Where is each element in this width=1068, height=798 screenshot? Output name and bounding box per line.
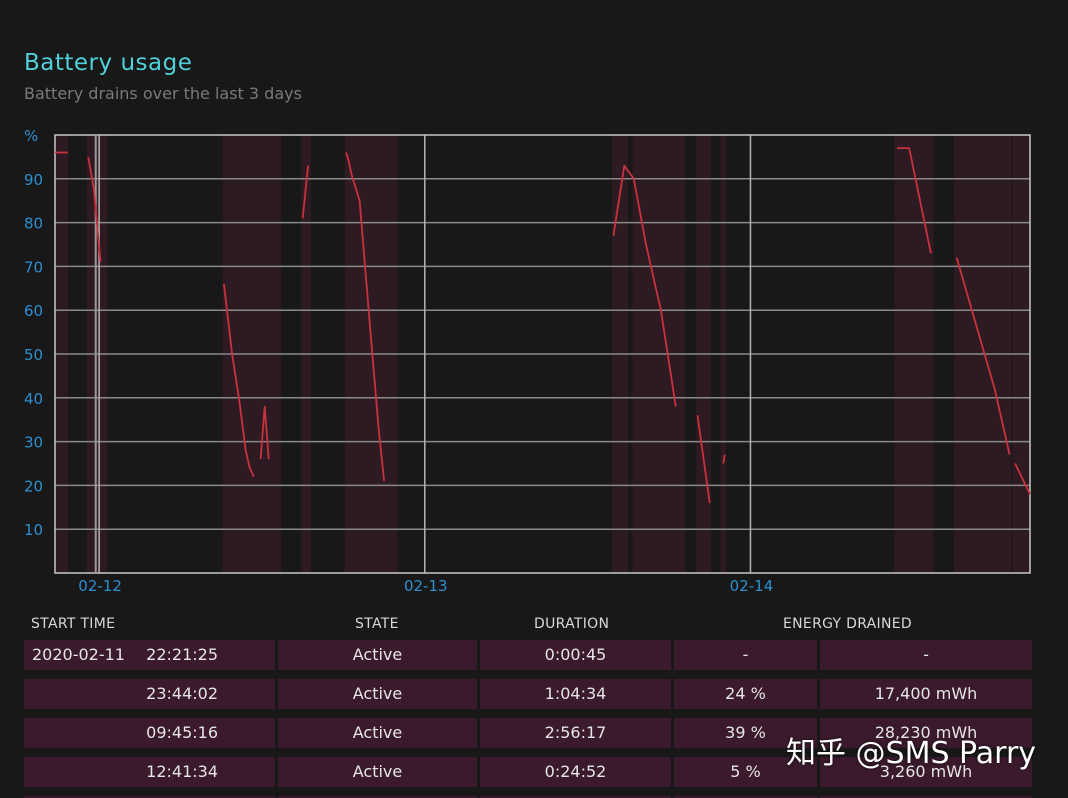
y-tick-label: 70	[24, 258, 43, 276]
start-time-cell: 12:41:34	[24, 757, 275, 787]
start-time: 22:21:25	[146, 645, 218, 664]
y-tick-label: 30	[24, 434, 43, 452]
energy-percent-cell: 24 %	[674, 679, 817, 709]
battery-drain-chart: 10 20 30 40 50 60 70 80 90% 02-12 02-13 02-14	[24, 127, 1031, 595]
page-subtitle: Battery drains over the last 3 days	[24, 84, 302, 103]
energy-mwh-cell: -	[820, 640, 1032, 670]
x-tick-label: 02-13	[404, 577, 448, 595]
start-time: 09:45:16	[146, 723, 218, 742]
partial-cell	[674, 796, 817, 798]
y-tick-label: 10	[24, 521, 43, 539]
battery-drain-line	[345, 152, 385, 482]
battery-drain-line	[955, 257, 1011, 455]
header-energy-drained: ENERGY DRAINED	[783, 616, 912, 632]
state-cell: Active	[278, 679, 477, 709]
header-start-time: START TIME	[31, 616, 116, 632]
start-time: 12:41:34	[146, 762, 218, 781]
y-axis-label: %	[24, 127, 38, 145]
x-tick-label: 02-14	[730, 577, 774, 595]
battery-drain-line	[259, 405, 270, 460]
battery-drain-line	[223, 283, 255, 477]
x-tick-label: 02-12	[78, 577, 122, 595]
partial-cell	[278, 796, 477, 798]
energy-percent-cell: 39 %	[674, 718, 817, 748]
header-duration: DURATION	[534, 616, 610, 632]
duration-cell: 2:56:17	[480, 718, 671, 748]
start-date: 2020-02-11	[32, 645, 125, 664]
partial-cell	[24, 796, 275, 798]
table-row-partial	[24, 796, 1032, 798]
table-row: 23:44:02 Active 1:04:34 24 % 17,400 mWh	[24, 679, 1032, 709]
table-row: 09:45:16 Active 2:56:17 39 % 28,230 mWh	[24, 718, 1032, 748]
y-tick-label: 20	[24, 477, 43, 495]
header-state: STATE	[355, 616, 399, 632]
start-time-cell: 09:45:16	[24, 718, 275, 748]
partial-cell	[820, 796, 1032, 798]
table-header: START TIME STATE DURATION ENERGY DRAINED	[0, 616, 1068, 636]
duration-cell: 1:04:34	[480, 679, 671, 709]
start-time-cell: 2020-02-11 22:21:25	[24, 640, 275, 670]
state-cell: Active	[278, 757, 477, 787]
battery-drain-line	[612, 164, 677, 407]
plot-border	[54, 134, 1031, 574]
battery-drain-line	[897, 147, 932, 254]
battery-drain-line	[301, 165, 309, 219]
y-tick-label: 80	[24, 215, 43, 233]
battery-drain-line	[87, 156, 102, 263]
energy-percent-cell: -	[674, 640, 817, 670]
y-tick-label: 90	[24, 171, 43, 189]
duration-cell: 0:24:52	[480, 757, 671, 787]
y-tick-label: 40	[24, 390, 43, 408]
page-title: Battery usage	[24, 50, 193, 76]
energy-percent-cell: 5 %	[674, 757, 817, 787]
watermark: 知乎 @SMS Parry	[786, 736, 1037, 771]
start-time: 23:44:02	[146, 684, 218, 703]
energy-mwh-cell: 3,260 mWh	[820, 757, 1032, 787]
y-tick-label: 60	[24, 302, 43, 320]
battery-drain-line	[1014, 463, 1031, 495]
start-time-cell: 23:44:02	[24, 679, 275, 709]
state-cell: Active	[278, 640, 477, 670]
state-cell: Active	[278, 718, 477, 748]
battery-drain-line	[696, 415, 711, 504]
table-row: 12:41:34 Active 0:24:52 5 % 3,260 mWh	[24, 757, 1032, 787]
y-tick-label: 50	[24, 346, 43, 364]
battery-drain-line	[722, 454, 726, 464]
duration-cell: 0:00:45	[480, 640, 671, 670]
energy-mwh-cell: 17,400 mWh	[820, 679, 1032, 709]
partial-cell	[480, 796, 671, 798]
table-row: 2020-02-11 22:21:25 Active 0:00:45 - -	[24, 640, 1032, 670]
energy-mwh-cell: 28,230 mWh	[820, 718, 1032, 748]
